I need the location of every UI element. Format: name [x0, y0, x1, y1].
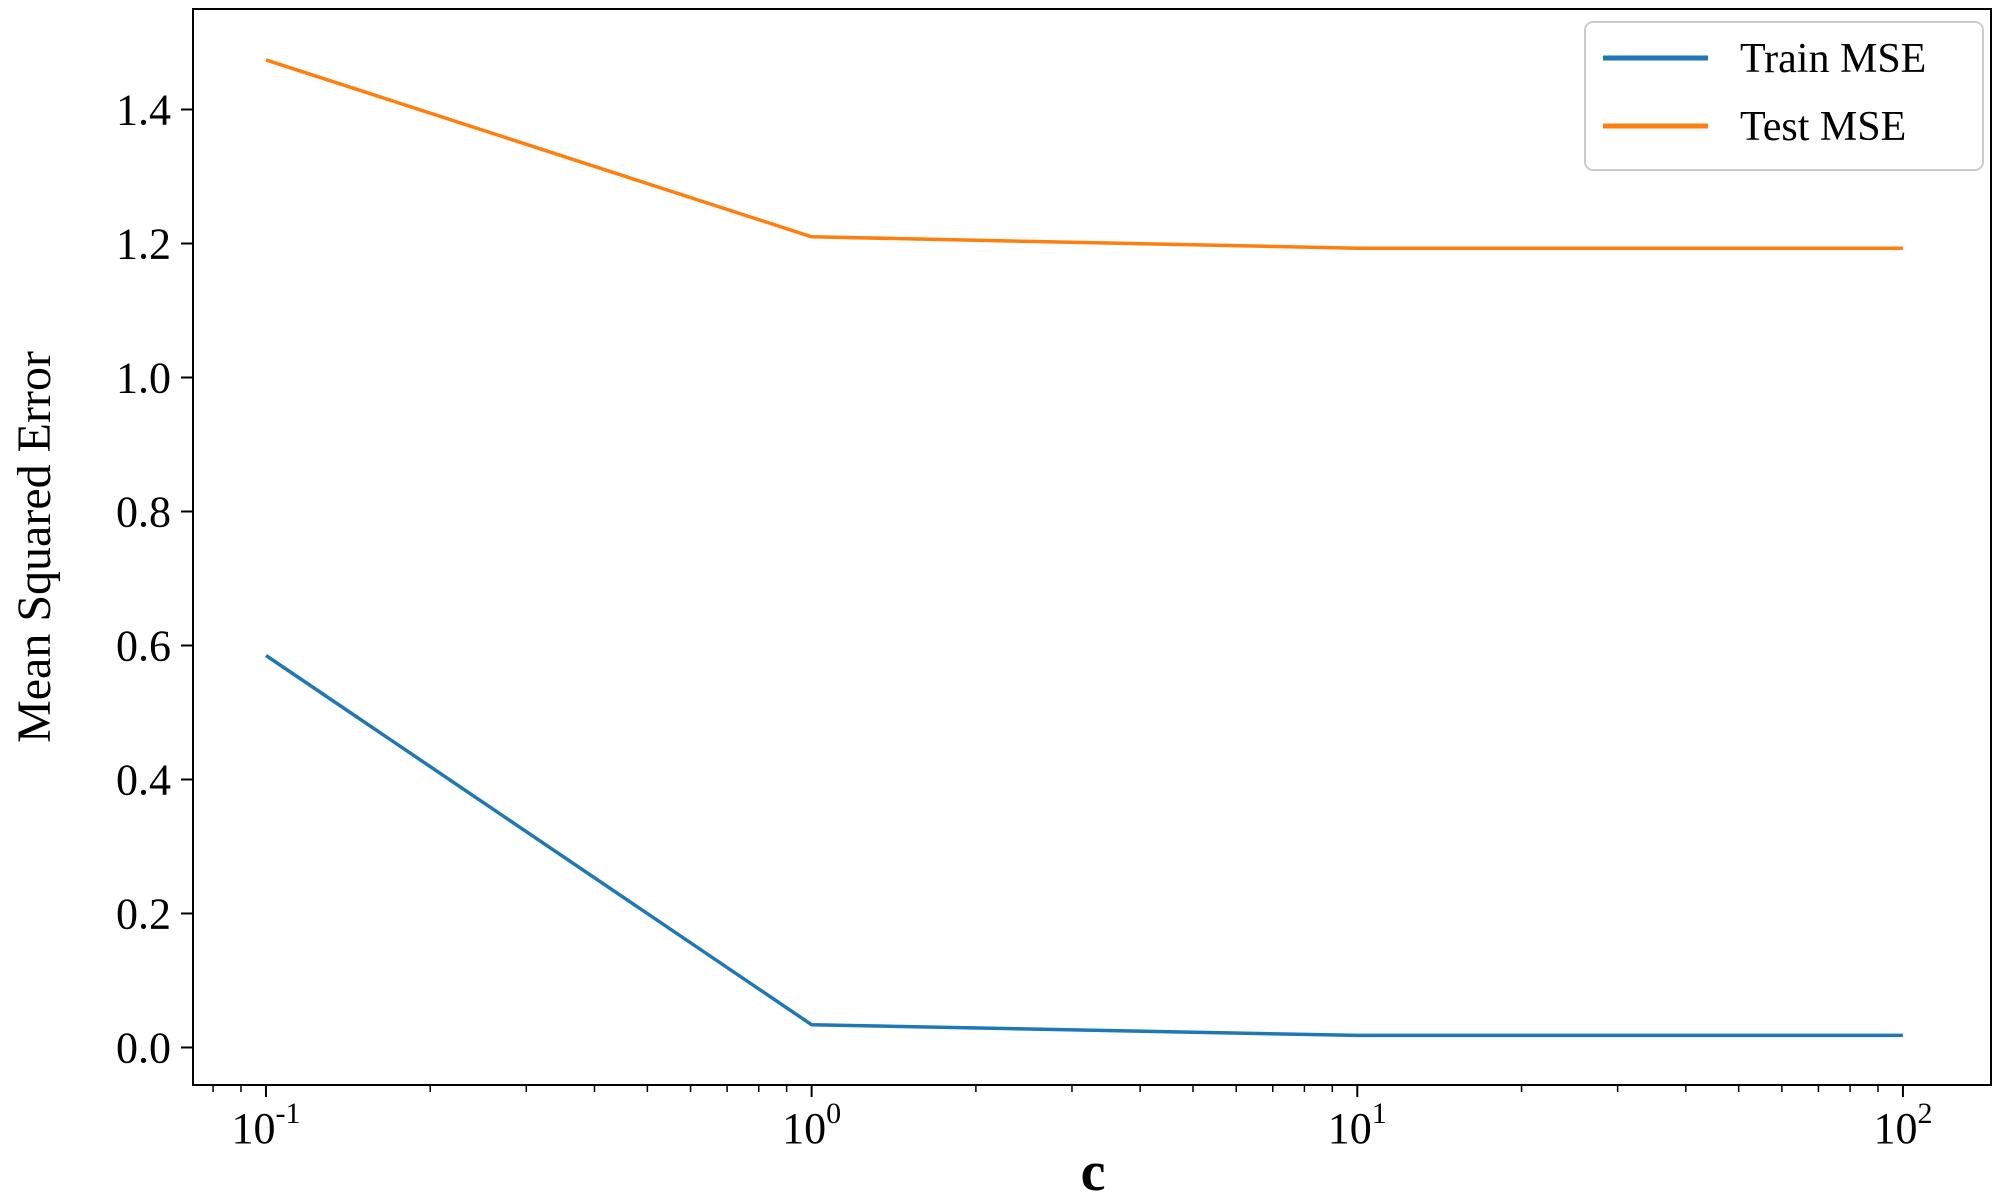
x-axis-label: c: [1081, 1141, 1106, 1199]
legend-test-label: Test MSE: [1740, 104, 1906, 150]
y-tick-label: 0.4: [116, 755, 171, 804]
x-tick-label: 101: [1328, 1097, 1387, 1153]
y-tick-label: 0.0: [116, 1023, 171, 1072]
series-layer: [265, 58, 1903, 1038]
ticks-layer: 0.00.20.40.60.81.01.21.410-1 100 101 102: [116, 85, 1932, 1153]
legend-train-label: Train MSE: [1740, 36, 1926, 82]
x-tick-label-exponent: 0: [826, 1097, 841, 1130]
x-tick-label-base: 10: [1873, 1104, 1917, 1153]
x-tick-label-exponent: 2: [1917, 1097, 1932, 1130]
y-tick-label: 0.6: [116, 621, 171, 670]
x-tick-label-base: 10: [231, 1104, 275, 1153]
y-tick-label: 1.4: [116, 85, 171, 134]
y-tick-label: 1.2: [116, 219, 171, 268]
x-tick-label-base: 10: [1328, 1104, 1372, 1153]
series-line-train-mse: [265, 654, 1903, 1038]
x-tick-label-exponent: 1: [1372, 1097, 1387, 1130]
x-tick-label: 102: [1873, 1097, 1932, 1153]
y-axis-label: Mean Squared Error: [8, 351, 61, 743]
plot-frame: [192, 8, 1992, 1086]
y-tick-label: 1.0: [116, 353, 171, 402]
x-tick-label: 10-1: [231, 1097, 300, 1153]
series-line-test-mse: [265, 58, 1903, 250]
x-tick-label: 100: [782, 1097, 841, 1153]
x-tick-label-base: 10: [782, 1104, 826, 1153]
x-tick-label-exponent: -1: [275, 1097, 300, 1130]
y-tick-label: 0.2: [116, 889, 171, 938]
legend: Train MSE Test MSE: [1584, 21, 1984, 171]
y-tick-label: 0.8: [116, 487, 171, 536]
